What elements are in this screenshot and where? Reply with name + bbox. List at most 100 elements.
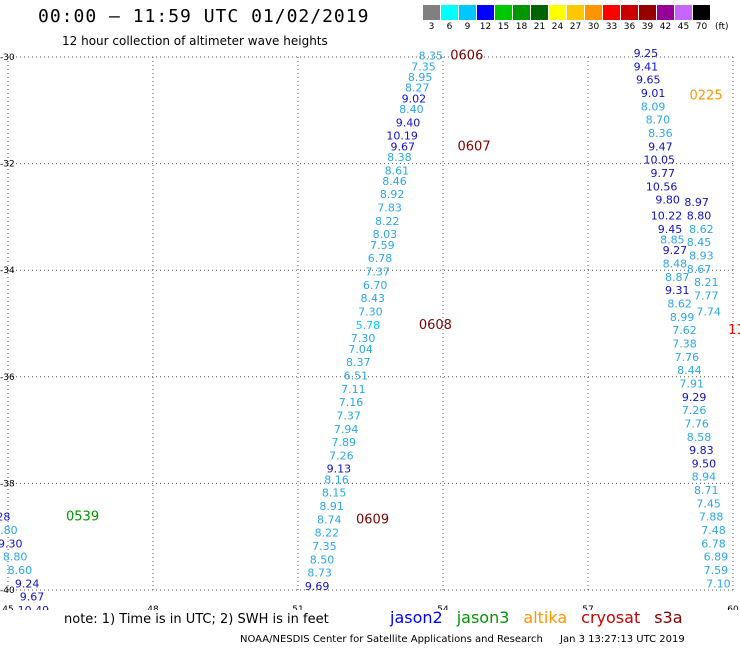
- data-point-label: 8.70: [646, 114, 671, 127]
- data-point-label: 8.21: [694, 276, 719, 289]
- y-tick-label: -34: [0, 266, 15, 276]
- data-point-label: 8.45: [687, 236, 712, 249]
- data-point-label: 9.24: [15, 577, 40, 590]
- scale-label: 70: [695, 22, 708, 32]
- data-point-label: 9.41: [634, 60, 659, 73]
- data-point-label: 7.94: [334, 423, 359, 436]
- data-point-label: 6.78: [701, 537, 726, 550]
- data-point-label: 7.77: [694, 290, 719, 303]
- data-point-label: 8.94: [692, 471, 717, 484]
- data-point-label: 8.40: [399, 103, 424, 116]
- data-point-label: 7.59: [704, 564, 729, 577]
- data-point-label: 7.59: [370, 239, 395, 252]
- generated-timestamp: Jan 3 13:27:13 UTC 2019: [560, 634, 685, 645]
- data-point-label: 7.76: [684, 417, 709, 430]
- data-point-label: 6.70: [363, 279, 388, 292]
- data-point-label: 9.13: [327, 463, 352, 476]
- data-point-label: 8.44: [677, 364, 702, 377]
- data-point-label: 7.35: [411, 60, 436, 73]
- data-point-label: 7.26: [682, 404, 707, 417]
- data-point-label: 8.91: [319, 500, 344, 513]
- data-point-label: 8.60: [8, 564, 33, 577]
- legend-cryosat: cryosat: [581, 608, 641, 627]
- credit-line: NOAA/NESDIS Center for Satellite Applica…: [240, 634, 685, 645]
- y-tick-label: -32: [0, 160, 15, 170]
- legend-altika: altika: [523, 608, 568, 627]
- scale-swatch: [549, 5, 566, 20]
- data-point-label: 8.43: [361, 292, 386, 305]
- data-point-label: 9.25: [634, 47, 659, 60]
- data-point-label: 8.62: [667, 298, 692, 311]
- scale-swatch: [513, 5, 530, 20]
- data-point-label: 7.83: [377, 202, 402, 215]
- data-point-label: 10.22: [651, 210, 683, 223]
- data-point-label: 9.50: [692, 457, 717, 470]
- x-tick-label: 48: [147, 605, 159, 610]
- data-point-label: 10.19: [386, 130, 418, 143]
- data-point-label: 7.62: [672, 324, 697, 337]
- data-point-label: 9.31: [665, 284, 690, 297]
- data-point-label: 7.89: [332, 436, 357, 449]
- data-point-label: 8.46: [382, 175, 407, 188]
- data-point-label: 7.10: [706, 577, 731, 590]
- scale-label: 15: [497, 22, 510, 32]
- data-point-label: 8.50: [310, 553, 335, 566]
- data-point-label: 9.01: [641, 87, 666, 100]
- data-point-label: 8.22: [315, 527, 340, 540]
- scale-swatch: [585, 5, 602, 20]
- data-point-label: 7.11: [341, 383, 366, 396]
- scale-label: 33: [605, 22, 618, 32]
- data-point-label: 6.78: [368, 252, 393, 265]
- data-point-label: 8.99: [670, 311, 695, 324]
- scale-swatch: [477, 5, 494, 20]
- data-point-label: 8.37: [346, 356, 371, 369]
- data-point-label: 8.61: [385, 164, 410, 177]
- x-tick-label: 51: [292, 605, 303, 610]
- scale-swatch: [603, 5, 620, 20]
- scale-label: 21: [533, 22, 546, 32]
- data-point-label: 8.67: [687, 263, 712, 276]
- data-point-label: 9.67: [390, 140, 415, 153]
- chart-plot: 45 48 51 54 57 60-30-32-34-36-38-408.357.358.…: [0, 47, 740, 610]
- data-point-label: 8.27: [405, 82, 430, 95]
- pass-time-label: 0225: [690, 89, 723, 104]
- data-point-label: 10.28: [0, 511, 10, 524]
- credit-org: NOAA/NESDIS Center for Satellite Applica…: [240, 634, 543, 645]
- scale-swatch: [675, 5, 692, 20]
- data-point-label: 7.48: [701, 524, 726, 537]
- scale-swatch: [423, 5, 440, 20]
- scale-swatch: [693, 5, 710, 20]
- pass-time-label: 0608: [419, 318, 452, 333]
- scale-label: 18: [515, 22, 528, 32]
- satellite-legend: jason2 jason3 altika cryosat s3a: [390, 608, 697, 627]
- data-point-label: 9.40: [396, 116, 421, 129]
- y-tick-label: -36: [0, 373, 15, 383]
- data-point-label: 9.47: [648, 140, 673, 153]
- data-point-label: 7.88: [699, 511, 724, 524]
- data-point-label: 7.45: [696, 497, 721, 510]
- data-point-label: 8.80: [0, 524, 18, 537]
- data-point-label: 5.78: [356, 319, 381, 332]
- data-point-label: 7.37: [365, 266, 390, 279]
- data-point-label: 8.73: [307, 567, 332, 580]
- data-point-label: 9.67: [20, 591, 45, 604]
- x-tick-label: 60: [727, 605, 739, 610]
- y-tick-label: -38: [0, 479, 15, 489]
- scale-label: 24: [551, 22, 564, 32]
- scale-swatch: [657, 5, 674, 20]
- pass-time-label: 0609: [356, 512, 389, 527]
- pass-time-label: 115: [728, 323, 740, 338]
- data-point-label: 9.02: [402, 92, 427, 105]
- data-point-label: 8.71: [694, 484, 719, 497]
- data-point-label: 8.80: [687, 210, 712, 223]
- data-point-label: 8.09: [641, 100, 666, 113]
- chart-subtitle: 12 hour collection of altimeter wave hei…: [62, 34, 328, 48]
- data-point-label: 8.95: [408, 71, 433, 84]
- data-point-label: 7.91: [680, 377, 705, 390]
- data-point-label: 7.04: [348, 343, 373, 356]
- data-point-label: 6.51: [344, 369, 369, 382]
- data-point-label: 8.92: [380, 188, 405, 201]
- data-point-label: 8.15: [322, 487, 347, 500]
- data-point-label: 8.93: [689, 250, 714, 263]
- scale-label: 30: [587, 22, 600, 32]
